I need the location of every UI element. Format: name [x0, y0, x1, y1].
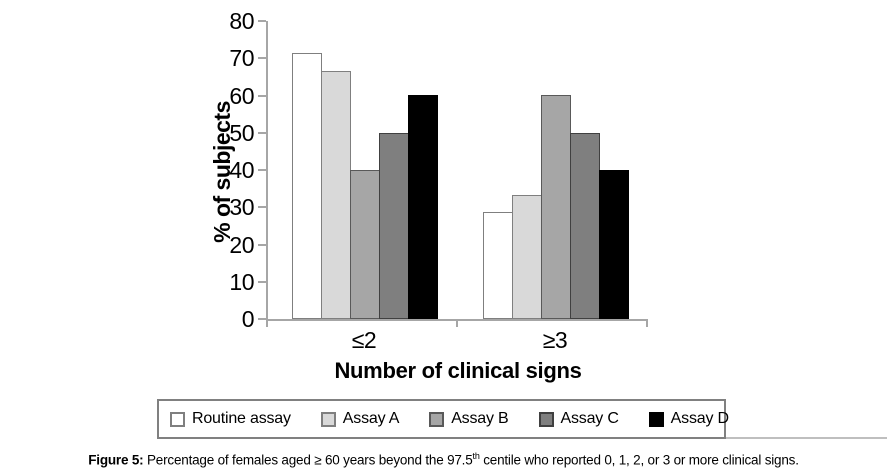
caption-superscript: th [472, 451, 480, 461]
legend-swatch-assay-a [320, 411, 336, 427]
y-tick-label-0: 0 [241, 306, 255, 332]
legend-swatch-assay-c [538, 411, 554, 427]
y-tick-label-10: 10 [229, 268, 254, 295]
y-tick-mark [258, 169, 266, 171]
y-tick-label-40: 40 [229, 157, 254, 183]
y-tick-mark [258, 280, 266, 283]
bar-assay-a--3 [512, 195, 542, 319]
bar-routine-assay--2 [292, 53, 322, 319]
legend-swatch-assay-b [429, 411, 445, 427]
legend-label-routine-assay: Routine assay [192, 410, 291, 427]
caption-figure-number: Figure 5: [88, 452, 144, 468]
x-tick-mark [646, 321, 648, 327]
legend-item-assay-a: Assay A [320, 410, 400, 428]
legend-label-assay-b: Assay B [451, 410, 509, 427]
y-tick-label-80: 80 [229, 8, 254, 34]
bar-assay-b--2 [350, 170, 380, 319]
legend-item-routine-assay: Routine assay [170, 410, 291, 428]
caption-text-tail: centile who reported 0, 1, 2, or 3 or mo… [479, 452, 799, 468]
legend-label-assay-a: Assay A [342, 410, 400, 427]
y-tick-label-70: 70 [229, 45, 254, 72]
y-tick-mark [258, 94, 266, 97]
bar-group--3 [483, 21, 631, 319]
caption-text: Percentage of females aged ≥ 60 years be… [143, 452, 473, 468]
legend-item-assay-d: Assay D [648, 410, 729, 428]
legend-label-assay-c: Assay C [560, 410, 619, 427]
bar-assay-d--2 [408, 95, 438, 319]
y-tick-mark [258, 57, 266, 60]
y-tick-mark [258, 243, 266, 246]
legend-item-assay-b: Assay B [429, 410, 509, 428]
y-tick-mark [258, 20, 266, 22]
x-category-label--2: ≤2 [351, 327, 377, 353]
x-axis-title: Number of clinical signs [334, 358, 582, 383]
bar-assay-a--2 [321, 71, 351, 319]
bar-routine-assay--3 [483, 212, 513, 319]
y-tick-label-50: 50 [229, 119, 254, 146]
y-tick-label-30: 30 [229, 194, 254, 221]
legend-box: Routine assay Assay A Assay B Assay C Assay … [157, 399, 729, 439]
x-tick-mark [456, 321, 458, 327]
x-category-label--3: ≥3 [542, 327, 568, 353]
y-tick-mark [258, 206, 266, 209]
legend-item-assay-c: Assay C [538, 410, 619, 428]
bar-assay-b--3 [541, 95, 571, 319]
legend-label-assay-d: Assay D [670, 410, 729, 427]
legend-extension-rule [726, 437, 887, 439]
plot-area [266, 21, 648, 321]
bar-group--2 [292, 21, 440, 319]
y-tick-mark [258, 131, 266, 134]
y-tick-mark [258, 318, 266, 320]
x-tick-mark [266, 321, 268, 327]
bar-assay-c--2 [379, 133, 409, 319]
figure-caption: Figure 5: Percentage of females aged ≥ 6… [0, 451, 887, 468]
legend-swatch-routine-assay [170, 411, 185, 427]
bar-assay-d--3 [599, 170, 629, 319]
legend-swatch-assay-d [648, 411, 664, 427]
y-tick-label-60: 60 [229, 82, 254, 109]
y-tick-label-20: 20 [229, 231, 254, 258]
bar-assay-c--3 [570, 133, 600, 319]
